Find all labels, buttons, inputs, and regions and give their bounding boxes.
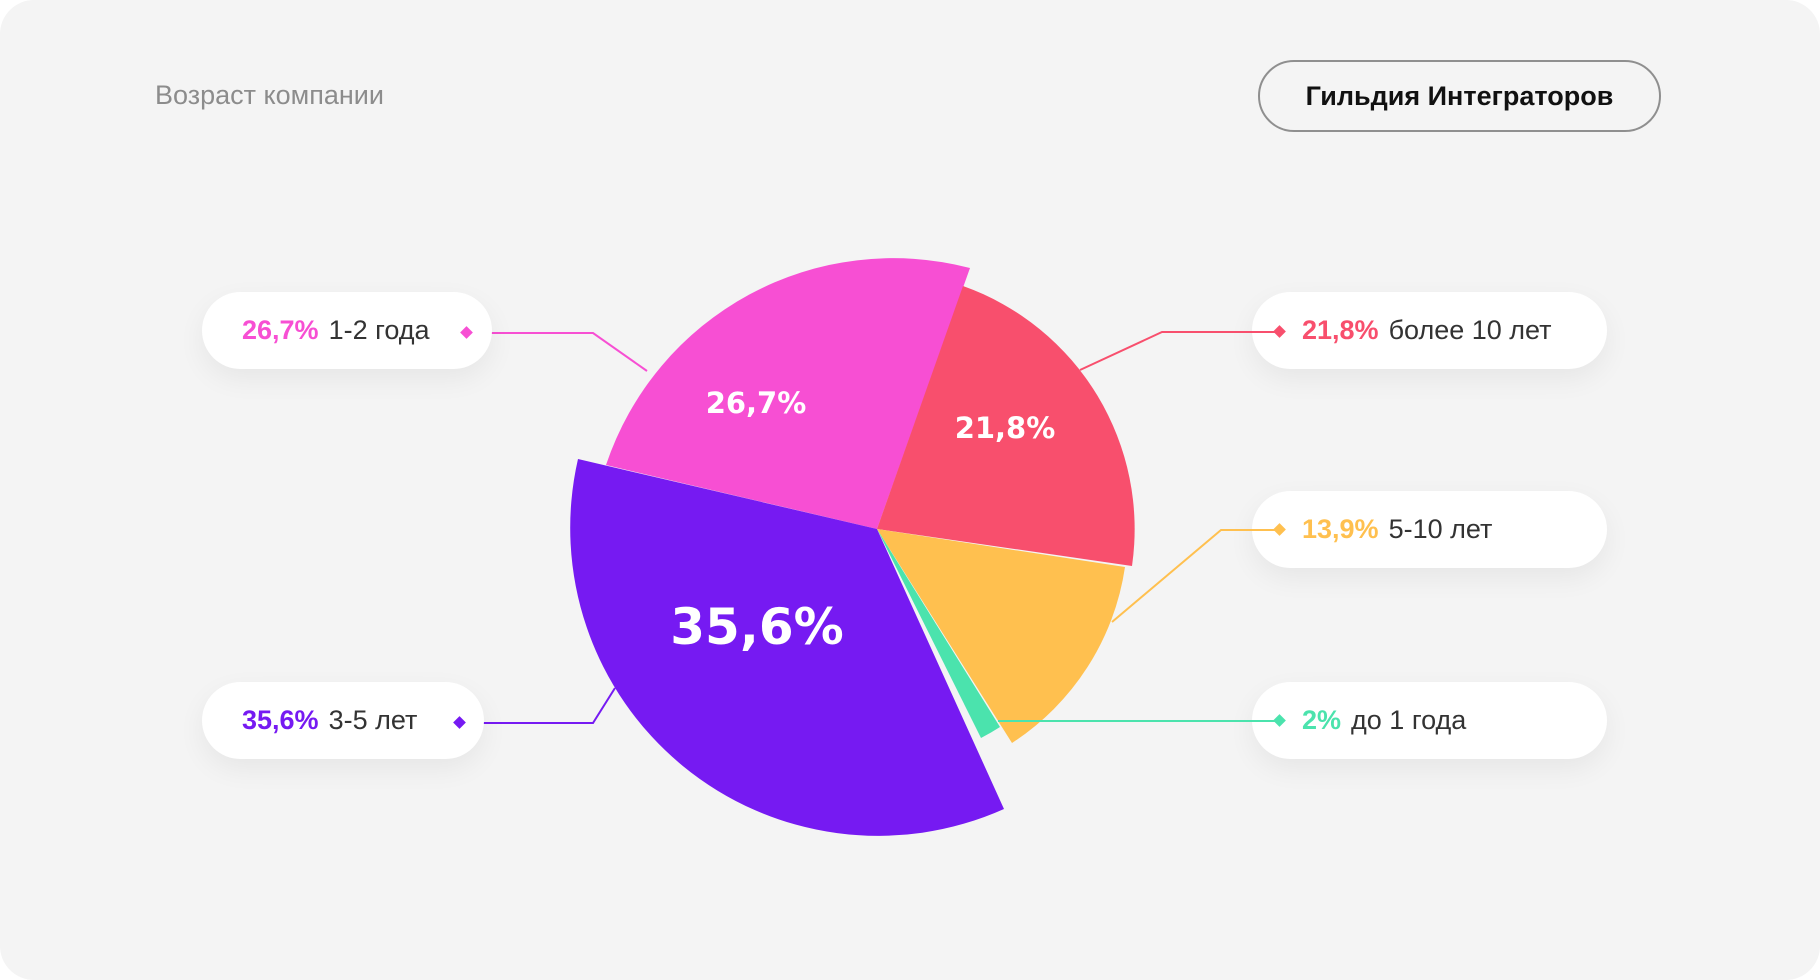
legend-pct: 2% [1302,705,1342,735]
slice-under-1-year[interactable] [877,529,1000,738]
leader-line-3-5 [460,687,616,724]
legend-pill-5-10: 13,9% 5-10 лет [1252,491,1607,568]
legend-label: 5-10 лет [1388,514,1493,544]
legend-pill-under-1: 2% до 1 года [1252,682,1607,759]
legend-pct: 26,7% [242,315,319,345]
slice-10-plus-years[interactable] [877,286,1135,566]
slice-label-1-2: 26,7% [706,386,807,420]
legend-label: 1-2 года [328,315,430,345]
slice-5-10-years[interactable] [877,529,1125,743]
legend-label: до 1 года [1351,705,1467,735]
legend-pill-1-2: 26,7% 1-2 года [202,292,492,369]
legend-pct: 21,8% [1302,315,1379,345]
legend-pct: 35,6% [242,705,319,735]
leader-line-10-plus [1079,331,1279,371]
legend-pct: 13,9% [1302,514,1379,544]
slice-1-2-years[interactable] [606,258,970,529]
legend-label: более 10 лет [1388,315,1552,345]
chart-title: Возраст компании [155,80,384,110]
slice-label-10-plus: 21,8% [955,411,1056,445]
slice-3-5-years[interactable] [570,459,1004,836]
source-badge-button[interactable]: Гильдия Интеграторов [1258,60,1661,132]
legend-pill-3-5: 35,6% 3-5 лет [202,682,484,759]
leader-line-1-2 [467,332,648,372]
slice-label-3-5: 35,6% [670,598,843,656]
legend-label: 3-5 лет [328,705,418,735]
legend-pill-10-plus: 21,8% более 10 лет [1252,292,1607,369]
